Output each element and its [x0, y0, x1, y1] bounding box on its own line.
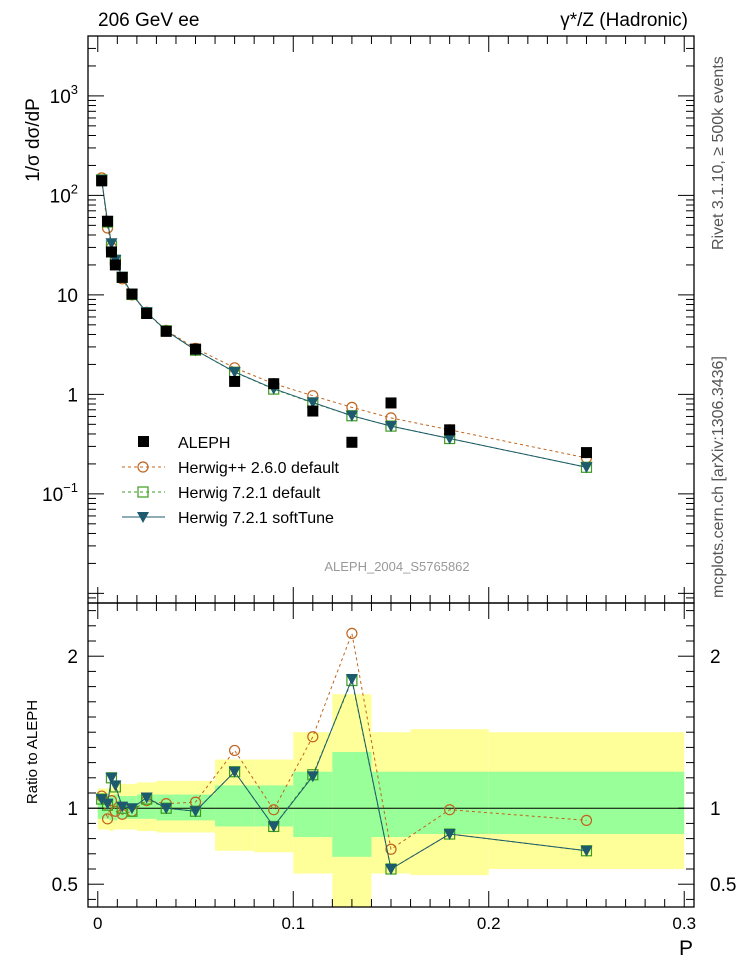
- x-tick-label: 0.1: [281, 914, 305, 933]
- ratio-point-softtune: [580, 845, 593, 857]
- ratio-y-tick-label-left: 2: [67, 647, 78, 668]
- ratio-band-inner: [410, 771, 489, 835]
- main-y-axis-label: 1/σ dσ/dP: [23, 98, 44, 182]
- legend-marker-herwigpp: [137, 461, 149, 473]
- aleph-data-point: [96, 175, 108, 187]
- ratio-point-herwigpp: [268, 804, 280, 816]
- ratio-point-herwigpp: [346, 627, 358, 640]
- y-tick-label: 103: [50, 82, 78, 108]
- main-point-softtune: [306, 397, 319, 409]
- ratio-point-softtune: [345, 674, 358, 685]
- aleph-data-point: [141, 307, 153, 319]
- rivet-label: Rivet 3.1.10, ≥ 500k events: [710, 56, 727, 250]
- aleph-data-point: [307, 405, 319, 417]
- ratio-band-inner: [488, 771, 685, 835]
- aleph-data-point: [268, 378, 280, 390]
- ratio-line-herwigpp: [101, 631, 587, 851]
- ratio-point-herwigpp: [109, 805, 121, 817]
- process-label: γ*/Z (Hadronic): [560, 10, 688, 31]
- legend-label-herwig721: Herwig 7.2.1 default: [178, 485, 321, 502]
- main-line-softtune: [101, 179, 587, 468]
- aleph-data-point: [190, 343, 202, 355]
- ratio-point-softtune: [109, 780, 122, 792]
- ratio-band-inner: [113, 794, 118, 821]
- aleph-data-point: [444, 424, 456, 436]
- ratio-point-softtune: [306, 771, 319, 783]
- aleph-data-point: [580, 447, 592, 459]
- ratio-point-softtune: [95, 794, 108, 806]
- ratio-band-inner: [254, 785, 294, 827]
- legend-marker-softtune: [137, 512, 149, 523]
- ratio-band-inner: [332, 751, 372, 857]
- watermark-label: ALEPH_2004_S5765862: [324, 559, 469, 574]
- aleph-data-point: [385, 397, 397, 409]
- legend-label-herwigpp: Herwig++ 2.6.0 default: [178, 460, 340, 477]
- ratio-point-softtune: [189, 806, 202, 818]
- legend-label-aleph: ALEPH: [178, 435, 230, 452]
- ratio-y-tick-label-left: 1: [67, 799, 78, 820]
- legend-marker-herwig721: [137, 486, 149, 498]
- ratio-point-herwigpp: [101, 813, 114, 825]
- ratio-point-softtune: [140, 792, 153, 804]
- y-tick-label: 10−1: [42, 480, 78, 506]
- aleph-data-point: [160, 325, 172, 337]
- source-label: mcplots.cern.ch [arXiv:1306.3436]: [710, 356, 727, 598]
- legend: ALEPH Herwig++ 2.6.0 default Herwig 7.2.…: [122, 435, 340, 527]
- main-point-softtune: [345, 410, 358, 422]
- ratio-y-tick-label-left: 0.5: [52, 875, 78, 896]
- main-point-softtune: [443, 433, 456, 445]
- aleph-data-point: [126, 288, 138, 300]
- ratio-point-softtune: [443, 829, 456, 841]
- ratio-point-softtune: [160, 803, 173, 815]
- y-tick-label: 1: [67, 385, 78, 406]
- ratio-y-tick-label-right: 0.5: [710, 875, 736, 896]
- ratio-point-herwigpp: [444, 804, 456, 816]
- main-line-herwigpp: [101, 177, 587, 459]
- ratio-y-tick-label-right: 1: [710, 799, 721, 820]
- ratio-y-tick-label-right: 2: [710, 647, 721, 668]
- x-tick-label: 0.2: [477, 914, 501, 933]
- energy-label: 206 GeV ee: [98, 10, 199, 31]
- x-axis-label: P: [679, 937, 693, 960]
- legend-label-softtune: Herwig 7.2.1 softTune: [178, 510, 334, 527]
- ratio-point-softtune: [105, 772, 118, 784]
- legend-marker-aleph: [138, 436, 149, 447]
- main-point-softtune: [385, 421, 397, 433]
- ratio-panel: [88, 694, 694, 907]
- ratio-point-softtune: [101, 798, 114, 810]
- ratio-point-herwigpp: [580, 814, 593, 826]
- main-line-herwig721: [101, 179, 587, 468]
- ratio-point-softtune: [228, 766, 241, 778]
- ratio-point-herwigpp: [307, 731, 319, 743]
- aleph-data-point: [346, 436, 358, 448]
- aleph-data-point: [116, 271, 128, 283]
- main-point-softtune: [228, 366, 241, 378]
- x-tick-label: 0.3: [672, 914, 696, 933]
- ratio-point-softtune: [385, 864, 397, 875]
- aleph-data-point: [102, 215, 114, 227]
- ratio-point-softtune: [116, 801, 129, 813]
- ratio-band-inner: [293, 771, 333, 838]
- x-tick-label: 0: [93, 914, 102, 933]
- ratio-point-softtune: [125, 803, 138, 815]
- ratio-y-axis-label: Ratio to ALEPH: [24, 700, 41, 804]
- y-tick-label: 102: [50, 181, 78, 207]
- aleph-data-point: [109, 259, 121, 271]
- ratio-point-softtune: [267, 821, 280, 833]
- main-point-softtune: [105, 238, 118, 250]
- ratio-band-inner: [215, 785, 255, 827]
- ratio-point-herwigpp: [385, 843, 397, 855]
- main-point-softtune: [580, 462, 593, 474]
- y-tick-label: 10: [57, 286, 78, 307]
- aleph-data-point: [105, 246, 117, 258]
- aleph-data-point: [229, 375, 241, 387]
- ratio-point-herwigpp: [229, 744, 241, 757]
